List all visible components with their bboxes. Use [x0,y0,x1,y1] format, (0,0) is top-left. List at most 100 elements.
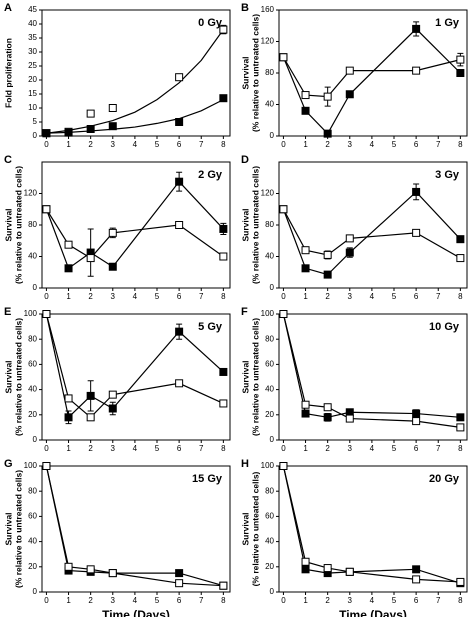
y-tick-label: 120 [261,189,275,198]
y-tick-label: 100 [261,309,275,318]
x-tick-label: 6 [177,596,182,605]
data-point [301,565,310,574]
x-tick-label: 3 [111,444,116,453]
x-tick-label: 0 [44,444,49,453]
data-point [456,577,465,586]
data-point [345,248,354,257]
y-tick-label: 120 [261,37,275,46]
series-line [282,465,461,584]
y-axis-title: Survival [240,360,250,393]
y-axis-title: Survival [240,208,250,241]
x-tick-label: 4 [133,292,138,301]
plot-frame [278,313,468,441]
series-line [282,208,461,259]
x-tick-label: 3 [348,444,353,453]
y-tick-label: 120 [24,189,38,198]
x-tick-label: 6 [414,292,419,301]
data-point [323,403,332,412]
y-tick-label: 40 [28,19,37,28]
dose-label: 10 Gy [429,321,460,333]
x-tick-label: 1 [303,596,308,605]
x-tick-label: 4 [370,140,375,149]
series-line [282,56,461,98]
data-point [456,413,465,422]
y-axis-title: Survival [240,512,250,545]
data-point [412,187,421,196]
data-point [323,564,332,573]
data-point [175,177,184,186]
data-point [42,129,51,138]
y-tick-label: 20 [28,562,37,571]
data-point [301,91,310,100]
data-point [301,264,310,273]
y-axis-title: Survival [3,360,13,393]
plot-frame [41,9,231,137]
x-tick-label: 5 [392,596,397,605]
panel-label: G [4,458,13,470]
data-point [345,567,354,576]
x-tick-label: 0 [44,596,49,605]
x-tick-label: 8 [458,596,463,605]
y-axis-title: Survival [3,208,13,241]
y-axis-title: (% relative to untreated cells) [13,166,23,284]
dose-label: 20 Gy [429,473,460,485]
x-tick-label: 8 [221,140,226,149]
series-line [45,465,224,587]
data-point [42,205,51,214]
dose-label: 5 Gy [198,321,223,333]
data-point [175,221,184,229]
data-point [219,581,228,590]
x-tick-label: 3 [348,292,353,301]
y-tick-label: 5 [33,117,38,126]
series-line [45,208,224,259]
x-tick-label: 5 [392,140,397,149]
x-tick-label: 2 [88,596,93,605]
plot-frame [41,313,231,441]
panel-label: C [4,154,12,166]
dose-label: 0 Gy [198,17,223,29]
x-tick-label: 8 [221,292,226,301]
data-point [219,399,228,408]
series-line [282,191,461,276]
y-tick-label: 60 [265,512,274,521]
y-axis-title: Survival [240,56,250,89]
y-tick-label: 30 [28,47,37,56]
data-point [86,125,95,133]
x-tick-label: 5 [392,444,397,453]
x-tick-label: 4 [370,444,375,453]
data-point [175,379,184,388]
x-tick-label: 8 [221,444,226,453]
y-tick-label: 0 [270,435,275,444]
data-point [456,235,465,244]
data-point [42,310,51,318]
x-tick-label: 4 [133,444,138,453]
data-point [108,569,117,578]
x-tick-label: 5 [155,140,160,149]
data-point [412,66,421,75]
y-tick-label: 20 [28,75,37,84]
data-point [64,394,73,403]
y-axis-title: (% relative to untreated cells) [13,318,23,436]
data-point [345,414,354,423]
plot-frame [41,465,231,593]
x-tick-label: 2 [325,140,330,149]
data-point [108,390,117,399]
x-tick-label: 7 [199,292,204,301]
dose-label: 15 Gy [192,473,223,485]
y-tick-label: 40 [265,537,274,546]
data-point [412,565,421,574]
x-tick-label: 7 [199,596,204,605]
panel-label: E [4,306,11,318]
data-point [175,118,184,126]
y-axis-title: (% relative to untreated cells) [250,14,260,132]
x-tick-label: 3 [111,596,116,605]
x-tick-label: 1 [303,444,308,453]
data-point [108,228,117,237]
data-point [301,557,310,566]
x-tick-label: 6 [414,596,419,605]
x-tick-label: 3 [348,140,353,149]
dose-label: 1 Gy [435,17,460,29]
y-tick-label: 60 [28,360,37,369]
data-point [345,66,354,75]
x-tick-label: 6 [177,292,182,301]
